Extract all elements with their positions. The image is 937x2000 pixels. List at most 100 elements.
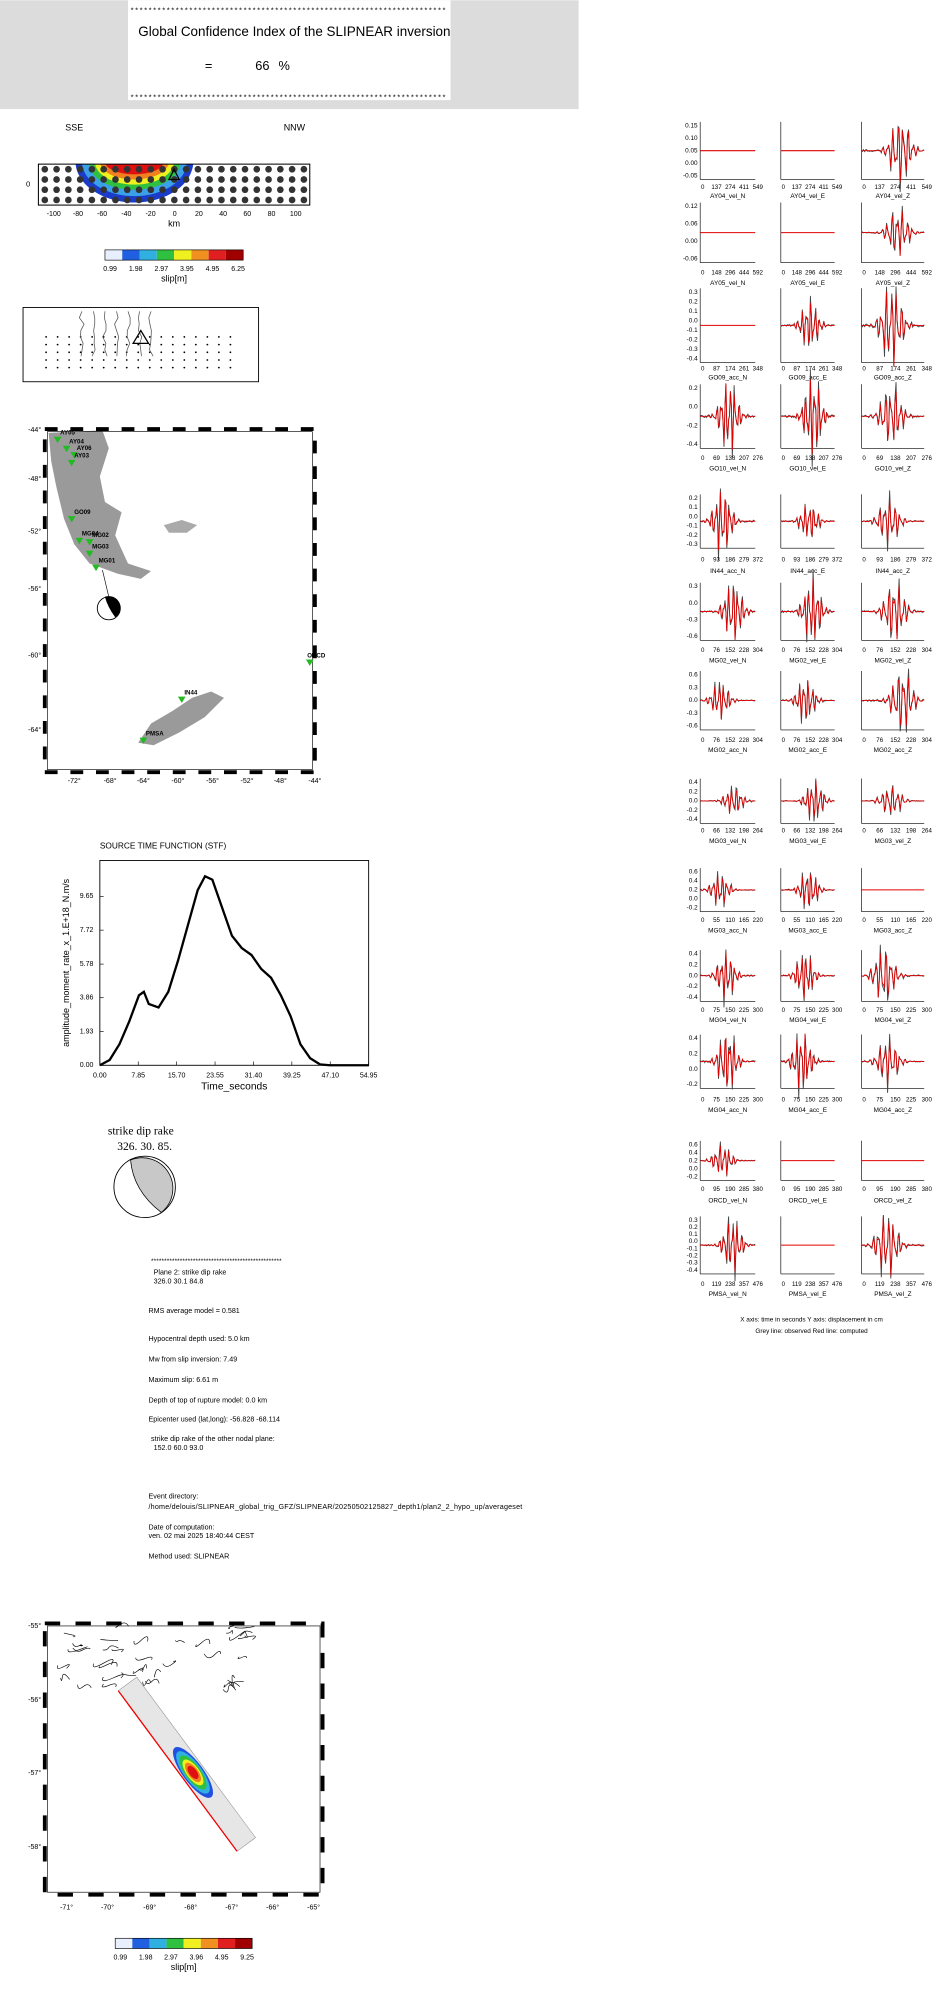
x-tick-label: 348	[753, 366, 764, 373]
subfault	[76, 176, 84, 183]
lon-label: -66°	[266, 1903, 279, 1911]
lat-label: -52°	[28, 527, 41, 535]
lat-label: -56°	[28, 1696, 41, 1704]
x-tick-label: 296	[890, 270, 901, 277]
slip-vector-frame	[22, 307, 260, 383]
y-tick-label: 0.0	[689, 404, 698, 411]
trace-label: GO09_acc_N	[708, 375, 747, 382]
computed-trace	[780, 680, 835, 719]
x-tick-label: 87	[876, 366, 883, 373]
colorbar-cell	[139, 249, 157, 261]
x-tick-label: 0	[862, 1186, 866, 1193]
coastline	[195, 1638, 211, 1647]
grid-point	[217, 351, 220, 354]
x-tick-label: 207	[906, 455, 917, 462]
grid-point	[79, 351, 82, 354]
subfault	[88, 165, 96, 173]
x-tick-label: 0	[782, 1096, 786, 1103]
y-tick-label: 0.4	[689, 951, 698, 958]
x-tick-label: 152	[805, 737, 816, 744]
coastline	[100, 1639, 119, 1641]
y-tick-label: 0.3	[689, 1217, 698, 1224]
grid-point	[171, 343, 174, 346]
grid-point	[68, 343, 71, 346]
x-tick-label: 380	[922, 1186, 933, 1193]
trace-label: MG02_acc_N	[708, 747, 747, 754]
x-tick-label: 137	[875, 184, 886, 191]
trace-label: GO10_vel_Z	[875, 465, 911, 472]
computed-trace	[780, 780, 835, 817]
subfault	[100, 186, 108, 194]
y-tick-label: 0.4	[689, 878, 698, 885]
coastline	[79, 1644, 83, 1647]
trace-label: GO09_acc_E	[789, 375, 827, 382]
subfault	[194, 196, 202, 204]
map-frame-inner	[47, 1625, 321, 1893]
grid-point	[56, 343, 59, 346]
x-tick-label: 0	[701, 1007, 705, 1014]
y-tick-label: -0.06	[683, 256, 698, 263]
x-tick-label: 186	[890, 556, 901, 563]
x-tick-label: 549	[753, 184, 764, 191]
grid-point	[229, 359, 232, 361]
subfault	[218, 186, 225, 194]
subfault	[300, 186, 308, 194]
colorbar-label: slip[m]	[171, 1962, 197, 1972]
grid-point	[91, 351, 94, 354]
x-tick-label: 40	[219, 211, 227, 218]
grid-point	[217, 343, 220, 346]
grid-point	[68, 359, 71, 361]
trace-label: MG03_vel_E	[789, 838, 826, 845]
y-tick-label: -0.2	[687, 983, 698, 990]
colorbar-tick: 9.25	[240, 1954, 254, 1961]
x-tick-label: 55	[876, 917, 883, 924]
y-tick-label: -0.4	[687, 355, 698, 362]
x-tick-label: 93	[713, 556, 720, 563]
x-tick-label: 0.00	[93, 1072, 107, 1079]
lon-label: -69°	[143, 1903, 156, 1911]
confidence-value: 66	[255, 58, 269, 73]
y-tick-label: -0.2	[687, 422, 698, 429]
trace-label: AY04_vel_Z	[876, 193, 910, 200]
observed-trace	[861, 382, 925, 441]
x-tick-label: 357	[906, 1281, 917, 1288]
y-tick-label: -0.3	[687, 1260, 698, 1267]
coastline	[228, 1675, 235, 1686]
grid-point	[102, 359, 105, 361]
y-tick-label: 0.06	[685, 221, 698, 228]
x-tick-label: 372	[832, 556, 843, 563]
x-tick-label: 238	[890, 1281, 901, 1288]
grid-point	[171, 351, 174, 354]
computed-trace	[700, 383, 756, 450]
y-tick-label: 1.93	[80, 1028, 94, 1035]
y-tick-label: 0.6	[689, 869, 698, 876]
lon-label: -71°	[60, 1903, 73, 1911]
x-tick-label: 0	[701, 647, 705, 654]
y-tick-label: 0.00	[80, 1062, 94, 1069]
colorbar-tick: 3.95	[180, 266, 194, 273]
y-tick-label: 0.2	[689, 1157, 698, 1164]
lon-label: -67°	[225, 1903, 238, 1911]
coastline	[77, 1684, 92, 1689]
x-tick-label: 0	[782, 270, 786, 277]
y-tick-label: 0.2	[689, 961, 698, 968]
axis-label: km	[168, 219, 180, 229]
slip-vector	[102, 311, 108, 357]
station	[62, 445, 71, 453]
subfault	[135, 186, 143, 194]
observed-trace	[861, 125, 925, 193]
subfault	[218, 165, 225, 173]
x-tick-label: 0	[701, 1186, 705, 1193]
x-tick-label: 225	[739, 1007, 750, 1014]
coastline	[60, 1673, 70, 1681]
grid-point	[160, 366, 163, 369]
colorbar-frame	[104, 249, 244, 261]
colorbar-cell	[104, 249, 123, 261]
subfault	[265, 186, 272, 194]
y-tick-label: -0.3	[687, 346, 698, 353]
mechanism-heading: strike dip rake	[108, 1125, 174, 1137]
grid-point	[171, 359, 174, 361]
computed-trace	[861, 291, 925, 367]
x-tick-label: 0	[862, 1007, 866, 1014]
